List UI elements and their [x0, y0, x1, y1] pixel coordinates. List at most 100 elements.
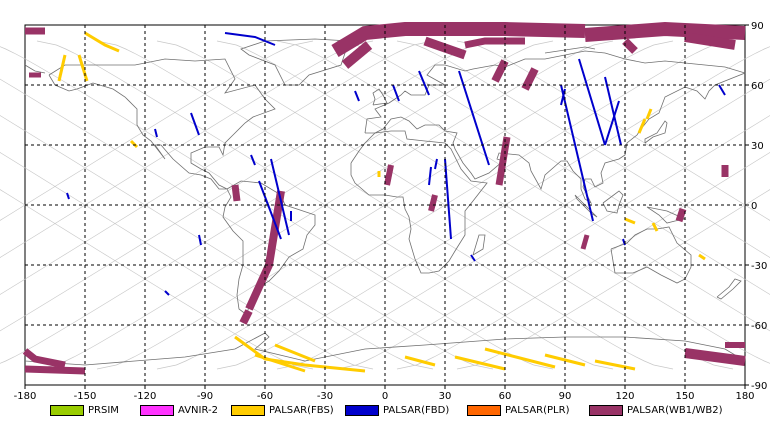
x-tick-label: -180: [14, 391, 37, 402]
swath-fbs: [698, 253, 706, 261]
swath-wb: [675, 207, 687, 223]
swath-fbd: [560, 84, 594, 222]
x-tick-label: -60: [257, 391, 273, 402]
coastline: [544, 46, 596, 54]
legend-swatch: [589, 404, 623, 416]
swath-fbs: [129, 139, 139, 149]
coastline: [472, 234, 486, 256]
swath-wb: [231, 184, 241, 202]
swath-wb: [428, 194, 438, 212]
swath-fbd: [470, 254, 476, 262]
swath-fbd: [444, 158, 452, 240]
y-tick-label: 30: [751, 141, 764, 152]
coastline: [364, 50, 747, 205]
coastline: [716, 278, 742, 300]
swath-fbs: [544, 353, 586, 367]
swath-wb: [584, 21, 746, 42]
swath-fbs: [624, 217, 636, 225]
swath-fbs: [404, 355, 436, 367]
coastline: [24, 64, 46, 74]
axis-ticks: -180 -150 -120 -90 -60 -30 0 30 60 90 120 150 180 90 6…: [14, 21, 768, 402]
y-tick-label: -90: [751, 381, 767, 392]
legend-item-avnir2: AVNIR-2: [140, 402, 218, 418]
swath-wb: [331, 22, 586, 58]
swath-wb: [464, 37, 525, 49]
legend-item-prsim: PRSIM: [50, 402, 119, 418]
swath-fbs: [651, 222, 659, 232]
y-tick-label: -60: [751, 321, 767, 332]
swath-fbd: [458, 70, 490, 166]
coastline: [240, 38, 350, 86]
coastline: [24, 332, 746, 366]
swath-fbs: [637, 118, 647, 134]
x-tick-label: 150: [675, 391, 694, 402]
legend-label: PALSAR(FBD): [383, 404, 450, 416]
y-tick-label: 0: [751, 201, 757, 212]
legend-label: AVNIR-2: [178, 404, 218, 416]
swath-fbd: [198, 234, 202, 246]
swath-fbd: [190, 112, 200, 136]
swath-fbs: [484, 347, 556, 369]
legend-swatch: [140, 404, 174, 416]
x-tick-label: -150: [74, 391, 97, 402]
swath-fbd: [718, 84, 726, 96]
swath-fbd: [270, 158, 290, 236]
y-tick-label: 90: [751, 21, 764, 32]
swath-fbs: [254, 353, 306, 373]
x-tick-label: -90: [197, 391, 213, 402]
swath-wb: [491, 59, 509, 83]
x-tick-label: 0: [382, 391, 388, 402]
swath-wb: [384, 164, 394, 186]
x-tick-label: 30: [439, 391, 452, 402]
swath-wb: [245, 190, 285, 311]
swath-fbd: [66, 192, 70, 200]
swath-wb: [423, 36, 467, 60]
swath-fbs: [77, 54, 89, 82]
legend-item-palsar-fbd: PALSAR(FBD): [345, 402, 449, 418]
x-tick-label: 90: [559, 391, 572, 402]
legend-swatch: [50, 404, 84, 416]
swath-fbd: [164, 290, 170, 296]
coastline: [372, 88, 388, 106]
coastline: [644, 120, 668, 144]
swath-fbd: [604, 100, 620, 146]
legend-item-palsar-wb: PALSAR(WB1/WB2): [589, 402, 723, 418]
legend: PRSIM AVNIR-2 PALSAR(FBS) PALSAR(FBD) PA…: [0, 402, 770, 422]
swath-fbd: [578, 58, 606, 146]
swath-wb: [239, 309, 253, 325]
swath-fbd: [154, 128, 158, 138]
swath-fbs: [234, 335, 366, 373]
legend-swatch: [345, 404, 379, 416]
swath-wb: [341, 41, 373, 69]
x-tick-label: -30: [317, 391, 333, 402]
legend-swatch: [467, 404, 501, 416]
swath-fbd: [258, 180, 282, 240]
x-tick-label: -120: [134, 391, 157, 402]
swath-fbd: [560, 88, 566, 106]
swath-fbs: [84, 31, 120, 53]
acquisition-swaths: [22, 21, 746, 375]
grid-lines: [25, 25, 745, 385]
legend-swatch: [231, 404, 265, 416]
swath-wb: [684, 32, 736, 50]
swath-fbd: [604, 76, 622, 146]
y-tick-label: -30: [751, 261, 767, 272]
swath-fbd: [354, 90, 360, 102]
swath-wb: [580, 234, 590, 250]
swath-wb: [521, 67, 539, 91]
swath-fbd: [250, 154, 256, 166]
legend-label: PALSAR(WB1/WB2): [627, 404, 723, 416]
legend-item-palsar-plr: PALSAR(PLR): [467, 402, 569, 418]
swath-wb: [24, 365, 86, 375]
legend-label: PALSAR(FBS): [269, 404, 334, 416]
swath-fbs: [454, 355, 506, 371]
swath-fbd: [428, 166, 432, 186]
legend-item-palsar-fbs: PALSAR(FBS): [231, 402, 334, 418]
x-tick-label: 60: [499, 391, 512, 402]
swath-wb: [684, 348, 746, 366]
swath-fbs: [57, 54, 67, 82]
swath-fbs: [274, 343, 316, 363]
swath-fbd: [392, 84, 400, 102]
swath-wb: [622, 38, 638, 54]
